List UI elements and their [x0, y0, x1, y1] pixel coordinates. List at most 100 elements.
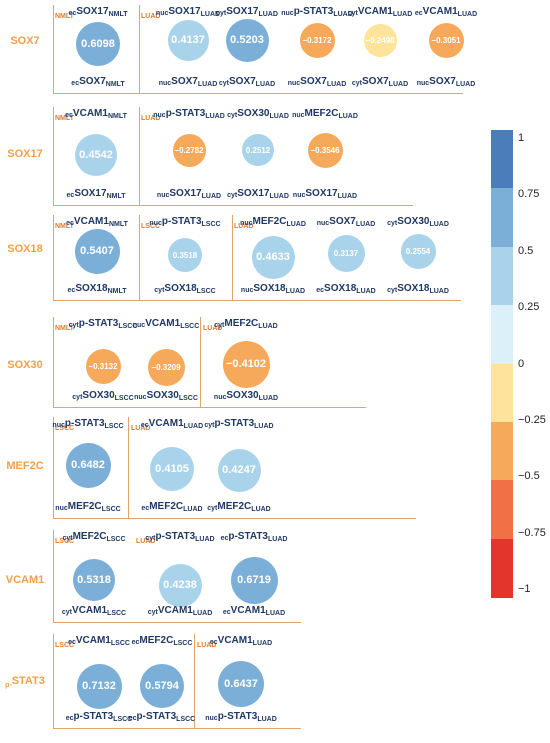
group-label: NMLT: [55, 115, 74, 122]
correlation-circle: 0.3518: [168, 238, 202, 272]
correlation-circle: −0.3209: [147, 348, 185, 386]
group-label: LSCC: [141, 223, 161, 230]
row-frame: [53, 107, 413, 206]
row-label-1: SOX17: [7, 148, 43, 160]
group-label: LUAD: [141, 115, 161, 122]
bottom-label: cytSOX30LSCC: [72, 390, 134, 403]
bottom-label: cytSOX17LUAD: [227, 188, 289, 201]
bottom-label: ecp-STAT3LSCC: [65, 711, 133, 724]
bottom-label: cytVCAM1LSCC: [61, 605, 127, 618]
top-label: cytp-STAT3LUAD: [145, 531, 215, 544]
group-separator: [232, 215, 233, 300]
top-label: cytMEF2CLSCC: [62, 531, 126, 544]
top-label: ecp-STAT3LUAD: [220, 531, 288, 544]
top-label: ecVCAM1LUAD: [209, 635, 273, 648]
top-label: ecVCAM1LSCC: [68, 635, 130, 648]
group-label: NMLT: [55, 325, 74, 332]
colorbar-tick: 0.25: [518, 301, 540, 314]
bottom-label: nucMEF2CLSCC: [55, 501, 121, 514]
top-label: nucp-STAT3LUAD: [281, 6, 353, 19]
bottom-label: cytSOX18LSCC: [154, 283, 216, 296]
top-label: ecVCAM1LUAD: [140, 418, 204, 431]
group-label: LUAD: [234, 223, 254, 230]
group-label: LUAD: [141, 13, 161, 20]
row-frame: [53, 634, 301, 729]
colorbar-segment: [491, 480, 513, 540]
row-label-4: MEF2C: [6, 460, 44, 472]
correlation-circle: 0.7132: [76, 663, 122, 709]
group-label: LUAD: [197, 642, 217, 649]
top-label: ecSOX17NMLT: [68, 6, 128, 19]
colorbar-tick: 0: [518, 357, 525, 370]
row-frame: [53, 417, 416, 519]
row-label-0: SOX7: [10, 35, 40, 47]
row-label-5: VCAM1: [5, 574, 45, 586]
row-label-3: SOX30: [7, 359, 43, 371]
group-label: LUAD: [131, 425, 151, 432]
colorbar-tick: −1: [518, 583, 531, 595]
group-separator: [128, 417, 129, 518]
correlation-circle: 0.6437: [218, 661, 264, 707]
row-frame: [53, 215, 461, 301]
bottom-label: nucSOX7LUAD: [158, 76, 218, 89]
top-label: cytVCAM1LUAD: [347, 6, 413, 19]
top-label: nucMEF2CLUAD: [292, 108, 358, 121]
colorbar-segment: [491, 246, 513, 306]
group-label: LUAD: [203, 325, 223, 332]
group-separator: [139, 107, 140, 205]
colorbar-segment: [491, 130, 513, 189]
correlation-circle: 0.4238: [158, 563, 202, 607]
group-separator: [139, 5, 140, 93]
correlation-circle: −0.3132: [85, 348, 121, 384]
correlation-circle: 0.4542: [75, 134, 117, 176]
top-label: ecVCAM1LUAD: [414, 6, 478, 19]
correlation-circle: 0.6719: [230, 556, 278, 604]
bottom-label: ecSOX7NMLT: [71, 76, 125, 89]
top-label: nucVCAM1LSCC: [132, 318, 200, 331]
correlation-circle: −0.2782: [172, 133, 206, 167]
group-label: LSCC: [55, 425, 75, 432]
correlation-circle: 0.3137: [327, 234, 365, 272]
correlation-circle: 0.2512: [242, 134, 274, 166]
correlation-circle: 0.5318: [73, 559, 115, 601]
correlation-circle: 0.5407: [74, 228, 120, 274]
correlation-circle: 0.4247: [217, 448, 261, 492]
group-separator: [200, 317, 201, 407]
row-frame: [53, 530, 301, 623]
colorbar-segment: [491, 363, 513, 423]
bottom-label: ecp-STAT3LSCC: [128, 711, 196, 724]
top-label: cytp-STAT3LUAD: [204, 418, 274, 431]
colorbar-segment: [491, 188, 513, 248]
top-label: ecMEF2CLSCC: [131, 635, 193, 648]
bottom-label: cytMEF2CLUAD: [207, 501, 271, 514]
correlation-circle: 0.2554: [400, 233, 436, 269]
bottom-label: ecMEF2CLUAD: [141, 501, 203, 514]
top-label: cytSOX30LUAD: [227, 108, 289, 121]
correlation-circle: −0.3172: [299, 22, 335, 58]
bottom-label: nucSOX30LSCC: [134, 390, 198, 403]
bottom-label: nucSOX7LUAD: [287, 76, 347, 89]
colorbar-tick: 0.75: [518, 188, 540, 201]
bottom-label: ecSOX18LUAD: [316, 283, 376, 296]
row-label-2: SOX18: [7, 243, 43, 255]
bottom-label: nucSOX7LUAD: [416, 76, 476, 89]
bottom-label: cytSOX7LUAD: [351, 76, 409, 89]
top-label: cytSOX30LUAD: [387, 216, 449, 229]
bottom-label: nucSOX18LUAD: [240, 283, 306, 296]
correlation-circle: −0.3546: [307, 132, 343, 168]
row-frame: [53, 317, 366, 408]
bottom-label: ecVCAM1LUAD: [222, 605, 286, 618]
correlation-circle: 0.5203: [225, 18, 269, 62]
bottom-label: cytSOX18LUAD: [387, 283, 449, 296]
correlation-circle: 0.6098: [76, 22, 120, 66]
bottom-label: cytSOX7LUAD: [218, 76, 276, 89]
colorbar-tick: 0.5: [518, 244, 534, 257]
bottom-label: ecSOX17NMLT: [66, 188, 126, 201]
correlation-circle: 0.5794: [140, 664, 184, 708]
top-label: nucp-STAT3LUAD: [153, 108, 225, 121]
top-label: nucSOX7LUAD: [316, 216, 376, 229]
bottom-label: nucSOX17LUAD: [292, 188, 358, 201]
correlation-circle: 0.4633: [251, 235, 295, 279]
top-label: nucp-STAT3LSCC: [149, 216, 221, 229]
correlation-circle: −0.4102: [222, 340, 270, 388]
